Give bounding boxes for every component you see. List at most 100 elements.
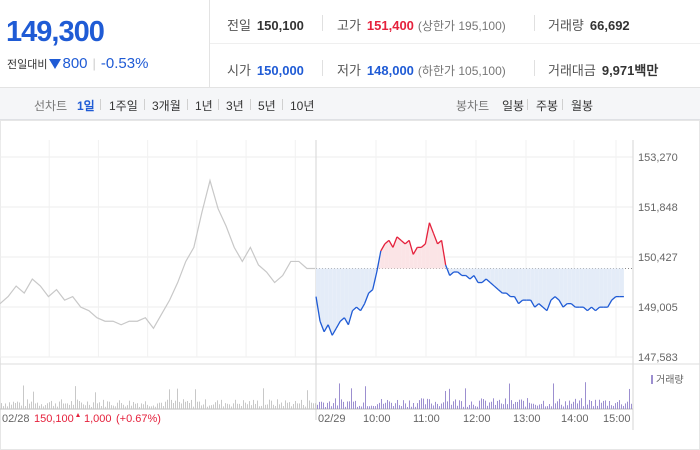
tab-5year[interactable]: 5년 (258, 99, 276, 113)
price-segment-up (437, 239, 443, 245)
stat-separator (322, 60, 323, 76)
stat-value: 150,100 (256, 18, 304, 33)
down-area-fill (571, 268, 576, 308)
stat-volume: 거래량 66,692 (548, 15, 630, 34)
down-area-fill (587, 268, 592, 311)
volume-bar (175, 400, 176, 409)
up-area-fill (405, 240, 410, 269)
volume-bar (229, 404, 230, 409)
y-tick-label: 153,270 (638, 152, 678, 164)
volume-bar (365, 386, 366, 409)
down-area-fill (482, 268, 487, 283)
volume-bar (351, 388, 352, 409)
down-area-fill (522, 268, 527, 301)
down-area-fill (599, 268, 604, 308)
volume-bar (75, 386, 76, 409)
volume-bar (355, 400, 356, 409)
down-area-fill (550, 268, 556, 301)
down-area-fill (344, 268, 349, 325)
volume-bar (375, 406, 376, 409)
volume-bar (479, 400, 480, 409)
down-area-fill (498, 268, 503, 294)
volume-bar (503, 404, 504, 409)
volume-bar (361, 406, 362, 409)
volume-bar (473, 404, 474, 409)
down-area-fill (559, 268, 564, 308)
tab-1year[interactable]: 1년 (195, 99, 213, 113)
volume-bar (525, 406, 526, 409)
price-segment-down (497, 289, 503, 294)
volume-bar (267, 404, 268, 409)
tab-daily-candle[interactable]: 일봉 (502, 99, 525, 113)
volume-bar (533, 403, 534, 409)
volume-bar (31, 401, 32, 409)
chart-grid (0, 120, 700, 450)
down-area-fill (320, 268, 325, 332)
volume-bar (219, 404, 220, 409)
volume-bar (269, 399, 270, 409)
volume-bar (399, 405, 400, 409)
volume-bar (195, 389, 196, 409)
volume-bar (495, 404, 496, 409)
change-amount: 800 (62, 55, 88, 72)
volume-bar (191, 399, 192, 409)
volume-bar (221, 399, 222, 409)
x-tick-label: 15:00 (603, 413, 631, 425)
up-area-fill (388, 240, 393, 269)
volume-bar (421, 398, 422, 409)
tab-3month[interactable]: 3개월 (152, 99, 181, 113)
volume-bar (243, 400, 244, 409)
volume-bar (29, 403, 30, 409)
up-triangle-icon (76, 413, 80, 417)
tab-1day[interactable]: 1일 (77, 99, 95, 113)
volume-bar (193, 406, 194, 409)
volume-bar (303, 405, 304, 409)
volume-bar (427, 398, 428, 409)
tab-3year[interactable]: 3년 (226, 99, 244, 113)
volume-bar (339, 383, 340, 409)
down-area-fill (486, 268, 491, 283)
volume-bar (103, 399, 104, 409)
volume-bar (391, 402, 392, 409)
tab-weekly-candle[interactable]: 주봉 (536, 99, 559, 113)
volume-bar (139, 406, 140, 409)
stat-value: 150,000 (256, 63, 304, 78)
volume-bar (485, 400, 486, 409)
volume-bar (347, 401, 348, 409)
volume-bar (431, 403, 432, 409)
volume-bar (349, 401, 350, 409)
tab-1week[interactable]: 1주일 (109, 99, 138, 113)
volume-bar (501, 403, 502, 409)
volume-bar (521, 399, 522, 409)
price-segment-down (534, 303, 540, 308)
volume-bar (297, 403, 298, 409)
price-segment-down (343, 317, 349, 326)
volume-bar (25, 406, 26, 409)
volume-bar (275, 405, 276, 409)
volume-bar (309, 400, 310, 409)
volume-bar (231, 406, 232, 409)
volume-bar (171, 399, 172, 409)
volume-bar (515, 401, 516, 409)
price-segment-down (445, 264, 451, 276)
tab-monthly-candle[interactable]: 월봉 (571, 99, 594, 113)
price-segment-down (481, 278, 487, 284)
volume-bar (189, 402, 190, 409)
stat-value: 148,000 (366, 63, 414, 78)
price-segment-down (505, 292, 511, 298)
down-area-fill (478, 268, 483, 283)
volume-bar (65, 403, 66, 409)
volume-bar (623, 405, 624, 409)
volume-bar (21, 405, 22, 409)
volume-bar (387, 399, 388, 409)
volume-bar (451, 404, 452, 409)
volume-bar (497, 400, 498, 409)
volume-bar (157, 403, 158, 409)
y-tick-label: 150,427 (638, 252, 678, 264)
tab-10year[interactable]: 10년 (290, 99, 315, 113)
volume-bar (169, 389, 170, 409)
volume-bar (179, 401, 180, 409)
down-area-fill (328, 268, 333, 336)
volume-bar (511, 400, 512, 409)
volume-bar (287, 402, 288, 409)
